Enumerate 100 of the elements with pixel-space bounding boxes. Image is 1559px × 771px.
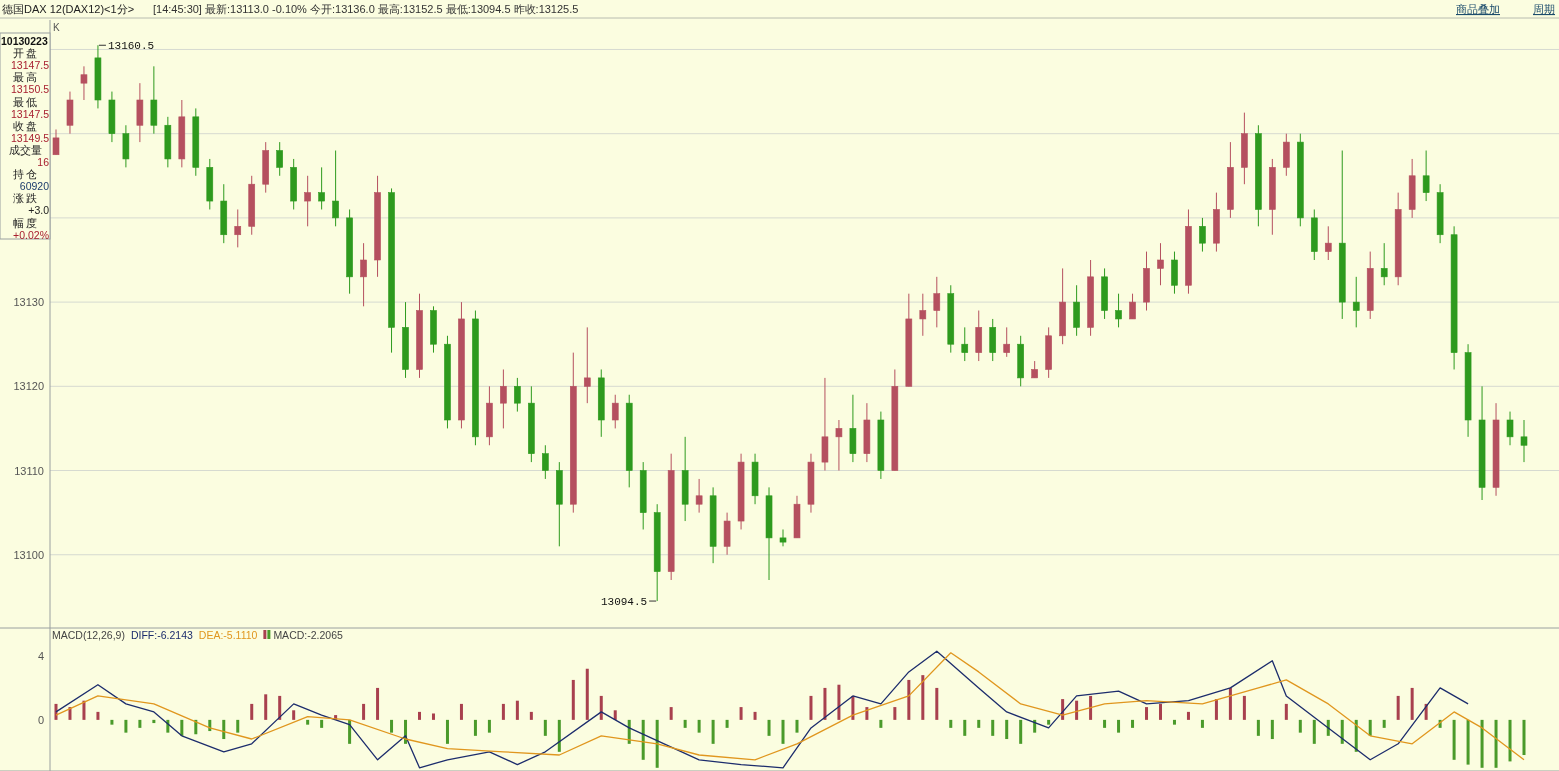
bar: [1005, 719, 1009, 740]
bar: [152, 719, 156, 724]
bar: [1410, 687, 1414, 720]
text: DEA:-5.1110: [198, 629, 258, 641]
bar: [669, 707, 673, 720]
bar: [1382, 719, 1386, 728]
bar: [809, 695, 813, 720]
y-tick-label: 13110: [14, 464, 44, 477]
bar: [1270, 719, 1274, 740]
bar: [1256, 719, 1260, 736]
annotation: 13160.5: [107, 40, 155, 53]
bar: [473, 719, 477, 736]
bar: [1242, 695, 1246, 720]
bar: [907, 679, 911, 720]
bar: [739, 707, 743, 720]
bar: [1075, 700, 1079, 720]
bar: [362, 703, 366, 720]
bar: [431, 713, 435, 720]
bar: [82, 700, 86, 720]
bar: [767, 719, 771, 736]
bar: [1466, 719, 1470, 765]
bar: [1298, 719, 1302, 733]
bar: [1145, 707, 1149, 720]
bar: [1522, 719, 1526, 756]
chart-title: 德国DAX 12(DAX12)<1分>: [2, 3, 135, 15]
bar: [837, 684, 841, 720]
bar: [991, 719, 995, 736]
bar: [711, 719, 715, 744]
bar: [557, 719, 561, 752]
bar: [1452, 719, 1456, 760]
bar: [585, 668, 589, 720]
bar: [1312, 719, 1316, 744]
chart-subtitle: [14:45:30] 最新:13113.0 -0.10% 今开:13136.0 最高:13152.5 最低:13094.5 昨收:13125.5: [153, 3, 579, 15]
bar: [1368, 719, 1372, 736]
bar: [515, 700, 519, 720]
annotation: K: [53, 22, 60, 33]
bar: [1200, 719, 1204, 728]
bar: [921, 675, 925, 720]
bar: [935, 687, 939, 720]
bar: [571, 679, 575, 720]
bar: [781, 719, 785, 744]
bar: [1396, 695, 1400, 720]
bar: [278, 695, 282, 720]
legend-label: MACD:-2.2065: [273, 629, 343, 641]
bar: [1117, 719, 1121, 733]
bar: [655, 719, 659, 768]
bar: [1354, 719, 1358, 752]
bar: [697, 719, 701, 733]
bar: [1494, 719, 1498, 768]
bar: [613, 710, 617, 720]
y-tick-label: 13130: [13, 296, 44, 309]
text: 周期: [1533, 3, 1555, 15]
bar: [138, 719, 142, 728]
bar: [1508, 719, 1512, 762]
bar: [390, 719, 394, 733]
y-tick-label: 0: [37, 713, 44, 726]
text: DIFF:-6.2143: [130, 629, 193, 641]
bar: [683, 719, 687, 728]
bar: [1019, 719, 1023, 744]
bar: [599, 695, 603, 720]
bar: [348, 719, 352, 744]
bar: [418, 711, 422, 720]
bar: [1159, 703, 1162, 720]
bar: [459, 703, 463, 720]
bar: [725, 719, 729, 728]
bar: [753, 711, 757, 720]
bar: [1214, 699, 1218, 720]
bar: [306, 719, 310, 725]
bar: [376, 687, 380, 720]
bar: [963, 719, 967, 736]
text: 商品叠加: [1456, 3, 1500, 15]
bar: [320, 719, 324, 728]
bar: [795, 719, 799, 733]
bar: [641, 719, 645, 760]
bar: [1228, 687, 1232, 720]
bar: [110, 719, 114, 725]
bar: [180, 719, 184, 736]
bar: [1172, 719, 1176, 725]
bar: [1089, 695, 1093, 720]
bar: [977, 719, 981, 728]
bar: [1340, 719, 1344, 744]
bar: [823, 687, 827, 720]
bar: [501, 703, 505, 720]
info-panel: 10130223 开 盘 13147.5 最 高 13150.5 最 低 13147.5 收 盘 13149.5 成交量 16 持 仓 60920 涨 跌 +3.0 幅 度 +0.02%: [0, 32, 51, 241]
bar: [1284, 703, 1288, 720]
chart-title: MACD(12,26,9): [52, 629, 125, 641]
bar: [893, 707, 897, 720]
bar: [1480, 719, 1484, 768]
bar: [250, 703, 254, 720]
bar: [879, 719, 883, 728]
y-tick-label: 13100: [13, 548, 44, 561]
bar: [529, 711, 533, 720]
bar: [1131, 719, 1135, 728]
bar: [445, 719, 449, 744]
bar: [222, 719, 226, 740]
bar: [292, 710, 296, 720]
bar: [124, 719, 128, 733]
bar: [1047, 719, 1051, 725]
bar: [96, 711, 100, 720]
annotation: 13094.5: [600, 596, 648, 609]
